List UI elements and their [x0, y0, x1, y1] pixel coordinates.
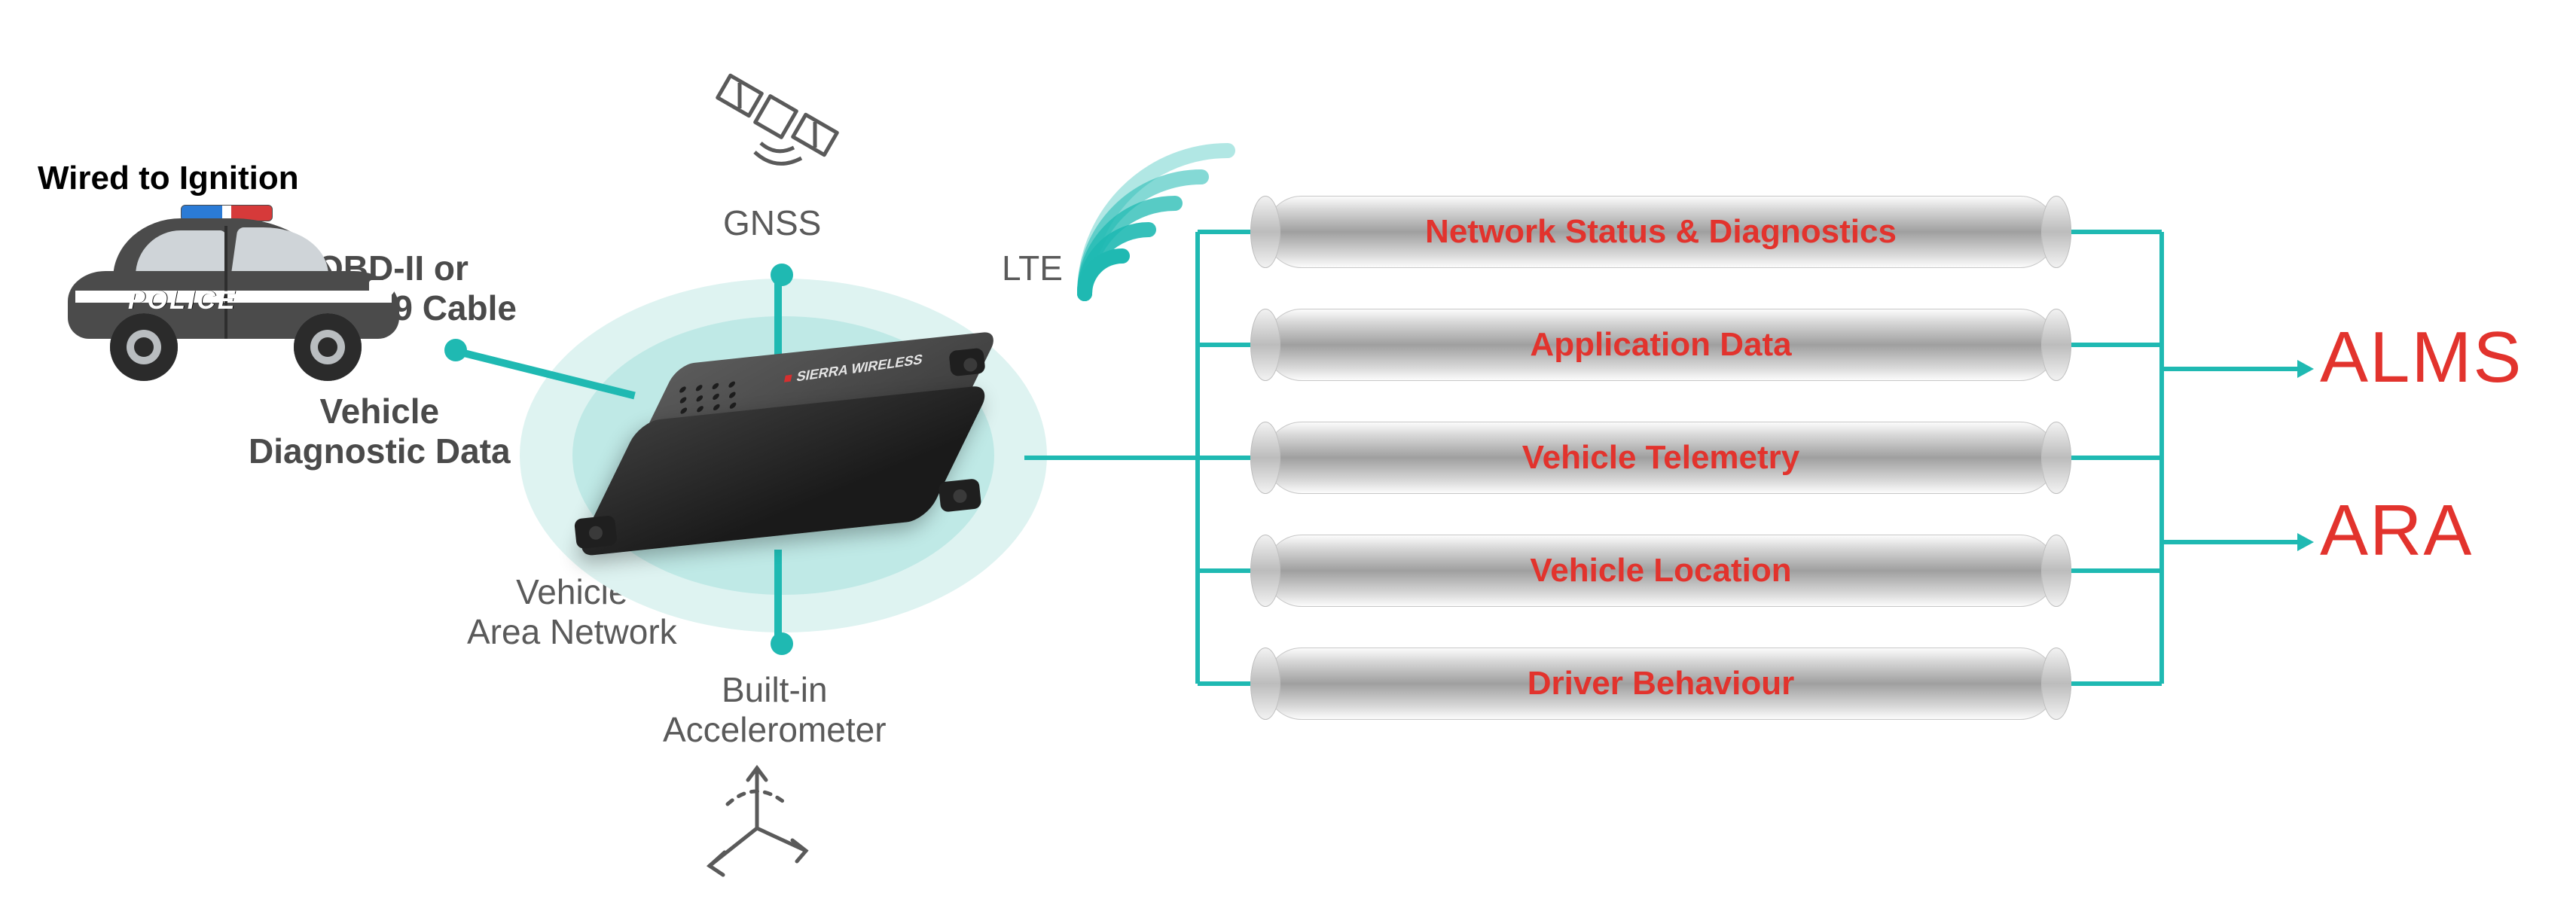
police-car-text: POLICE: [128, 286, 237, 315]
data-pipe: Driver Behaviour: [1265, 648, 2056, 720]
data-pipe-label: Network Status & Diagnostics: [1425, 213, 1897, 251]
gnss-label: GNSS: [723, 203, 821, 243]
ara-destination-label: ARA: [2320, 489, 2473, 572]
data-pipes-group: Network Status & Diagnostics Application …: [1175, 196, 2079, 753]
data-pipe-label: Driver Behaviour: [1528, 665, 1795, 702]
alms-destination-label: ALMS: [2320, 316, 2523, 399]
data-pipe-label: Application Data: [1530, 326, 1791, 364]
ignition-label: Wired to Ignition: [38, 160, 299, 198]
data-pipe-label: Vehicle Location: [1530, 552, 1791, 590]
data-pipe: Vehicle Telemetry: [1265, 422, 2056, 494]
data-pipe: Application Data: [1265, 309, 2056, 381]
data-pipe: Network Status & Diagnostics: [1265, 196, 2056, 268]
router-device-icon: ● ● ● ● ● ● ● ● ● ● ● ● ■SIERRA WIRELESS: [577, 304, 990, 570]
data-pipe: Vehicle Location: [1265, 535, 2056, 607]
diagram-canvas: Wired to Ignition OBD-II or J1939 Cable …: [0, 0, 2576, 902]
lte-label: LTE: [1002, 248, 1063, 288]
accelerometer-axes-icon: [693, 760, 821, 888]
police-car-icon: POLICE: [68, 196, 399, 361]
data-pipe-label: Vehicle Telemetry: [1522, 439, 1800, 477]
vehicle-diagnostic-data-label: Vehicle Diagnostic Data: [249, 392, 511, 471]
accelerometer-label: Built-in Accelerometer: [663, 670, 887, 750]
satellite-icon: [708, 60, 844, 173]
